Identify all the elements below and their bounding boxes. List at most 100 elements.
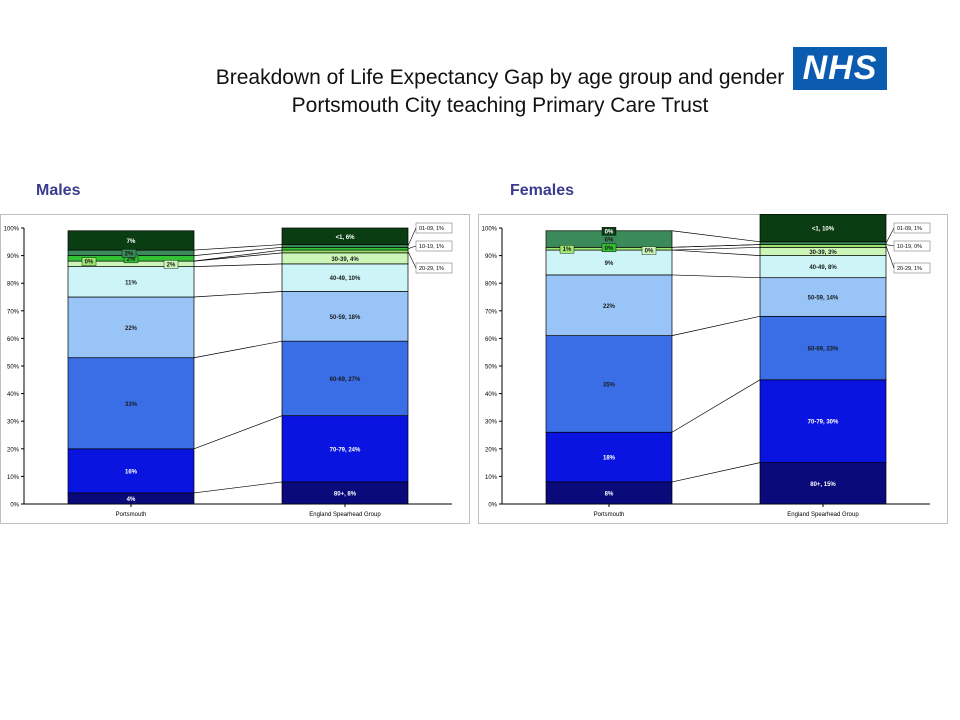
y-tick-label-30: 30% (7, 420, 20, 426)
data-label-70-79-england-spearhead-group: 70-79, 30% (808, 420, 839, 426)
connector-line-50-59 (671, 274, 761, 279)
bar-60-69-england-spearhead-group (281, 340, 409, 417)
data-label-30-39-portsmouth: 0% (645, 249, 654, 255)
y-tick-label-90: 90% (7, 254, 20, 260)
chart-border (478, 214, 948, 524)
callout-leader-01-09 (885, 227, 895, 244)
x-tick-label-england-spearhead-group: England Spearhead Group (309, 512, 381, 518)
data-label-60-69-england-spearhead-group: 60-69, 23% (808, 347, 839, 353)
y-tick-label-20: 20% (485, 447, 498, 453)
y-tick-label-0: 0% (10, 503, 19, 509)
y-tick-label-10: 10% (7, 475, 20, 481)
connector-line-40-49 (671, 249, 761, 256)
data-label-01-09-portsmouth: 6% (605, 238, 614, 244)
callout-label-10-19: 10-19, 1% (419, 244, 444, 250)
data-label-60-69-portsmouth: 33% (125, 402, 138, 408)
callout-leader-20-29 (885, 245, 895, 269)
y-tick-label-100: 100% (482, 227, 498, 233)
data-label-60-69-england-spearhead-group: 60-69, 27% (330, 377, 361, 383)
callout-leader-10-19 (885, 244, 895, 247)
females-panel-title: Females (510, 182, 575, 199)
data-label-01-09-portsmouth: 2% (125, 251, 134, 257)
data-label-40-49-portsmouth: 11% (125, 280, 137, 286)
connector-line-10-19 (671, 244, 761, 248)
data-label-80-portsmouth: 4% (127, 497, 136, 503)
nhs-logo: NHS (793, 47, 887, 90)
connector-line-20-29 (193, 249, 283, 262)
connector-line-01-09 (671, 230, 761, 243)
data-label-box-1-portsmouth (601, 227, 617, 236)
bar-80-england-spearhead-group (759, 462, 887, 505)
connector-line-60-69 (193, 340, 283, 359)
data-label-30-39-england-spearhead-group: 30-39, 4% (331, 257, 359, 263)
callout-box-10-19 (893, 240, 931, 252)
data-label-box-01-09-portsmouth (121, 249, 137, 258)
page-title: Breakdown of Life Expectancy Gap by age … (140, 64, 860, 120)
y-tick-label-60: 60% (485, 337, 498, 343)
connector-line-30-39 (671, 246, 761, 251)
data-label-box-10-19-portsmouth (601, 243, 617, 253)
y-tick-label-20: 20% (7, 447, 20, 453)
bar-1-england-spearhead-group (281, 227, 409, 245)
title-line-2: Portsmouth City teaching Primary Care Tr… (291, 94, 709, 117)
bar-50-59-portsmouth (545, 274, 673, 336)
bar-60-69-england-spearhead-group (759, 315, 887, 381)
y-tick-label-70: 70% (485, 309, 498, 315)
data-label-70-79-portsmouth: 16% (125, 469, 138, 475)
data-label-40-49-england-spearhead-group: 40-49, 10% (330, 276, 361, 282)
data-label-box-20-29-portsmouth (559, 245, 575, 254)
y-tick-label-10: 10% (485, 475, 498, 481)
connector-line-70-79 (671, 379, 761, 433)
bar-40-49-england-spearhead-group (281, 263, 409, 292)
data-label-box-20-29-portsmouth (81, 257, 97, 266)
males-panel-title: Males (36, 182, 81, 199)
callout-label-20-29: 20-29, 1% (419, 266, 444, 272)
callout-leader-01-09 (407, 227, 417, 247)
data-label-30-39-england-spearhead-group: 30-39, 3% (809, 250, 837, 256)
data-label-20-29-portsmouth: 1% (563, 247, 572, 253)
data-label-80-portsmouth: 8% (605, 491, 614, 497)
y-tick-label-60: 60% (7, 337, 20, 343)
data-label-70-79-portsmouth: 18% (603, 456, 616, 462)
data-label-1-portsmouth: 0% (605, 229, 614, 235)
bar-20-29-england-spearhead-group (759, 244, 887, 248)
data-label-70-79-england-spearhead-group: 70-79, 24% (330, 447, 361, 453)
females-chart: 0% 10% 20% 30% 40% 50% 60% 70% 80% 90% 100% Portsmo… (478, 214, 948, 524)
data-label-box-30-39-portsmouth (641, 246, 657, 255)
data-label-20-29-portsmouth: 0% (85, 260, 94, 266)
data-label-60-69-portsmouth: 35% (603, 382, 616, 388)
x-tick-label-portsmouth: Portsmouth (116, 512, 147, 518)
y-tick-label-40: 40% (485, 392, 498, 398)
connector-line-80 (671, 462, 761, 483)
data-label-80-england-spearhead-group: 80+, 8% (334, 491, 357, 497)
y-tick-label-80: 80% (7, 282, 20, 288)
data-label-50-59-england-spearhead-group: 50-59, 18% (330, 315, 361, 321)
y-tick-label-0: 0% (488, 503, 497, 509)
x-tick-label-england-spearhead-group: England Spearhead Group (787, 512, 859, 518)
bar-50-59-england-spearhead-group (281, 291, 409, 342)
males-chart: 0% 10% 20% 30% 40% 50% 60% 70% 80% 90% 100% Portsmo… (0, 214, 470, 524)
connector-line-70-79 (193, 415, 283, 450)
bar-1-england-spearhead-group (759, 214, 887, 243)
chart-border (0, 214, 470, 524)
y-tick-label-50: 50% (7, 365, 20, 371)
bar-60-69-portsmouth (545, 335, 673, 433)
bar-20-29-england-spearhead-group (281, 249, 409, 254)
bar-70-79-portsmouth (545, 431, 673, 483)
y-tick-label-40: 40% (7, 392, 20, 398)
y-tick-label-70: 70% (7, 309, 20, 315)
data-label-50-59-portsmouth: 22% (125, 326, 138, 332)
data-label-50-59-england-spearhead-group: 50-59, 14% (808, 296, 839, 302)
callout-label-10-19: 10-19, 0% (897, 244, 922, 250)
data-label-1-england-spearhead-group: <1, 6% (336, 235, 356, 241)
bar-01-09-england-spearhead-group (759, 241, 887, 245)
bar-70-79-england-spearhead-group (281, 415, 409, 483)
callout-label-01-09: 01-09, 1% (897, 226, 922, 232)
title-line-1: Breakdown of Life Expectancy Gap by age … (215, 66, 785, 89)
data-label-30-39-portsmouth: 2% (167, 262, 176, 268)
data-label-80-england-spearhead-group: 80+, 15% (810, 482, 836, 488)
connector-line-30-39 (193, 252, 283, 262)
data-label-40-49-england-spearhead-group: 40-49, 8% (809, 265, 837, 271)
data-label-10-19-portsmouth: 2% (127, 257, 136, 263)
data-label-1-england-spearhead-group: <1, 10% (812, 227, 835, 233)
